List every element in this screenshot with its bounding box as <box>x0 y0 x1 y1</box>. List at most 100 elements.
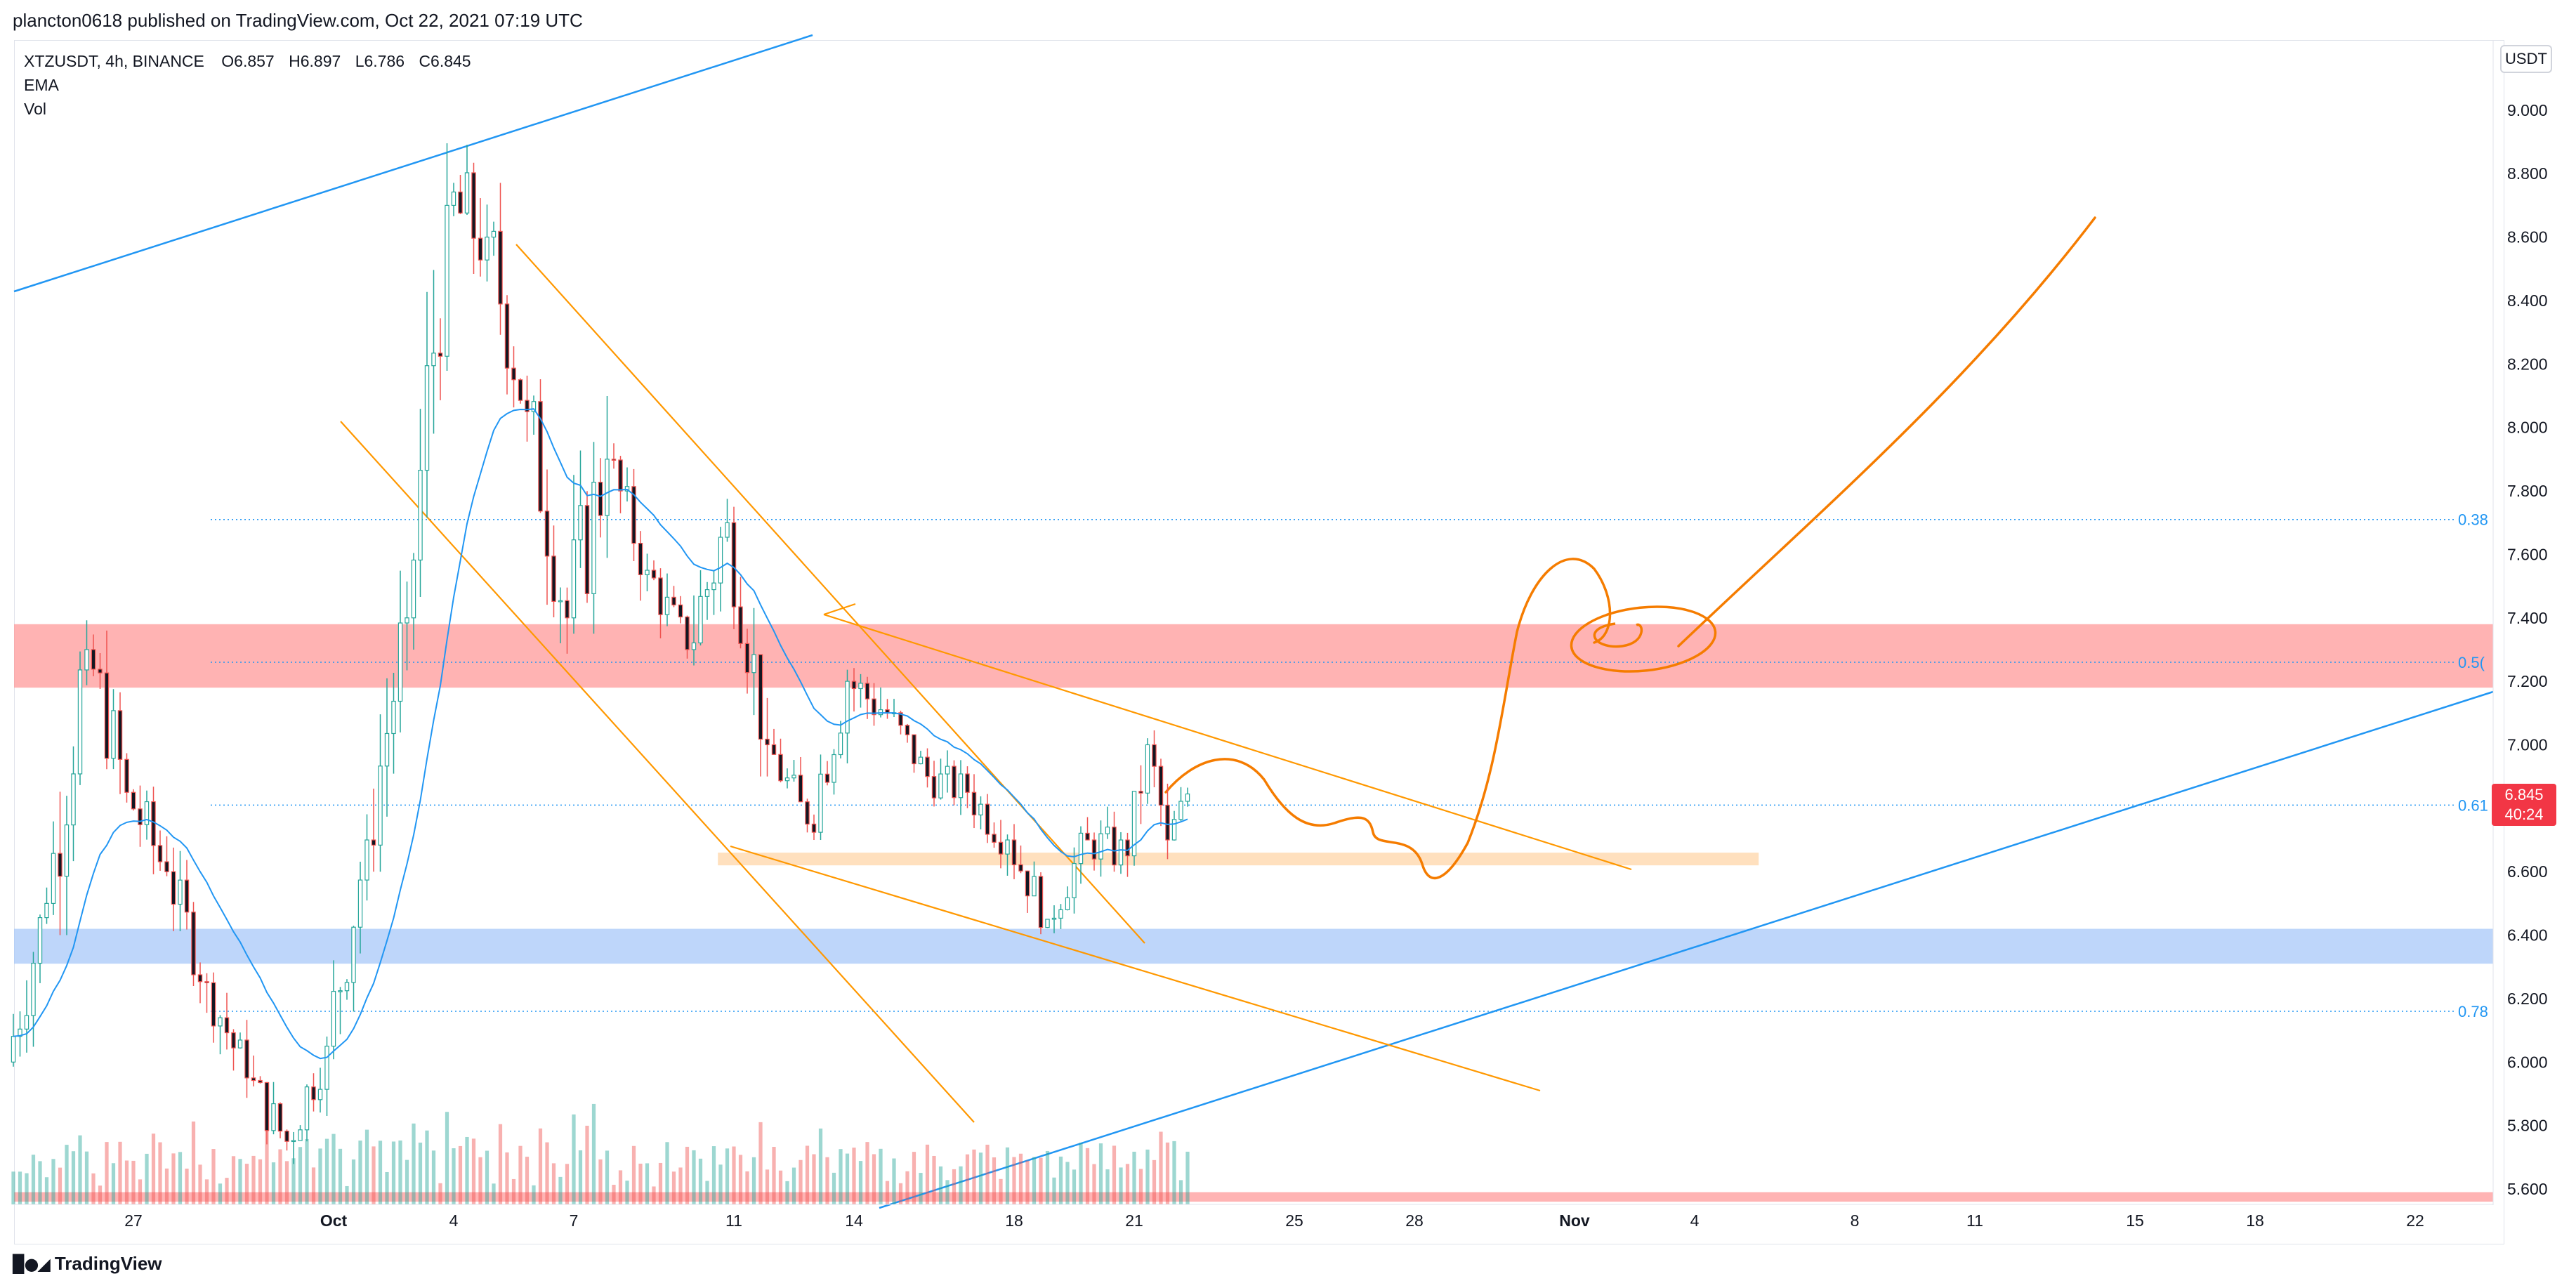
price-tick-label: 8.800 <box>2507 164 2548 183</box>
candle <box>1098 833 1103 860</box>
candle <box>184 879 190 913</box>
volume-bar <box>498 1124 503 1204</box>
volume-bar <box>898 1183 903 1204</box>
candle <box>1152 744 1157 767</box>
volume-bar <box>585 1125 589 1204</box>
volume-bar <box>298 1147 303 1204</box>
volume-bar <box>572 1114 576 1204</box>
volume-bar <box>378 1141 383 1204</box>
time-tick-label: 4 <box>449 1211 459 1230</box>
volume-bar <box>905 1171 909 1204</box>
volume-bar <box>71 1151 76 1204</box>
candle <box>464 172 470 213</box>
tradingview-logo[interactable]: ▉●◢ TradingView <box>13 1253 162 1275</box>
candle <box>992 834 997 843</box>
candle <box>58 853 63 877</box>
candle <box>24 1015 29 1030</box>
candle <box>64 824 70 877</box>
volume-bar <box>1132 1151 1136 1204</box>
time-tick-label: 21 <box>1125 1211 1143 1230</box>
candle <box>1178 801 1183 820</box>
target-loop <box>1593 622 1643 648</box>
volume-bar <box>151 1133 156 1204</box>
volume-bar <box>791 1167 796 1204</box>
candle <box>551 556 556 602</box>
volume-bar <box>558 1176 563 1204</box>
open-value: O6.857 <box>221 52 275 70</box>
candle <box>1145 744 1150 794</box>
ema-indicator-label[interactable]: EMA <box>24 76 59 94</box>
volume-bar <box>51 1159 55 1204</box>
candle <box>91 649 96 670</box>
volume-bar <box>31 1155 36 1204</box>
volume-bar <box>1012 1157 1016 1204</box>
volume-bar <box>418 1142 423 1204</box>
candle <box>1038 876 1044 928</box>
currency-selector[interactable]: USDT <box>2500 45 2552 73</box>
support-trendline <box>879 690 2494 1209</box>
candle <box>1112 827 1117 866</box>
time-tick-label: 15 <box>2126 1211 2144 1230</box>
volume-bar <box>44 1177 49 1204</box>
time-tick-label: 8 <box>1851 1211 1860 1230</box>
price-tick-label: 7.600 <box>2507 545 2548 563</box>
candle <box>258 1079 263 1084</box>
candle <box>51 853 56 904</box>
volume-bar <box>1185 1151 1190 1204</box>
volume-bar <box>945 1180 949 1204</box>
candle <box>324 1046 329 1090</box>
candle <box>31 962 36 1016</box>
volume-bar <box>358 1141 362 1204</box>
candle <box>438 353 443 357</box>
candle <box>151 801 156 846</box>
candle <box>638 542 643 575</box>
candle <box>98 669 103 673</box>
volume-bar <box>718 1164 723 1204</box>
candle <box>698 596 703 644</box>
volume-indicator-label[interactable]: Vol <box>24 100 46 118</box>
volume-bar <box>1152 1159 1157 1204</box>
volume-bar <box>751 1157 756 1204</box>
symbol-label[interactable]: XTZUSDT, 4h, BINANCE <box>24 52 204 70</box>
candle <box>431 353 436 367</box>
last-price-value: 6.845 <box>2504 786 2544 803</box>
candle <box>1125 839 1130 857</box>
candle <box>591 482 596 594</box>
volume-bar <box>1032 1157 1037 1204</box>
candle <box>277 1103 283 1132</box>
volume-bar <box>879 1148 883 1204</box>
candle <box>685 616 690 650</box>
candle <box>144 801 150 825</box>
volume-bar <box>198 1164 202 1204</box>
candle <box>317 1089 323 1100</box>
candle <box>344 982 350 992</box>
candle <box>498 230 503 305</box>
candle <box>851 681 857 690</box>
candle <box>578 505 583 541</box>
symbol-legend: XTZUSDT, 4h, BINANCE O6.857 H6.897 L6.78… <box>24 49 481 121</box>
candle <box>1078 832 1084 865</box>
wedge-lower-line <box>340 421 975 1123</box>
volume-bar <box>692 1150 696 1204</box>
candle <box>1005 839 1010 855</box>
volume-bar <box>492 1183 496 1204</box>
candle <box>538 401 543 512</box>
volume-bar <box>258 1159 263 1204</box>
candle <box>832 754 836 783</box>
candle <box>351 926 356 983</box>
ohlc-values: O6.857 H6.897 L6.786 C6.845 <box>221 52 480 70</box>
candle <box>1171 819 1177 841</box>
time-tick-label: 18 <box>1005 1211 1023 1230</box>
volume-bar <box>532 1185 536 1204</box>
candle <box>1158 765 1164 806</box>
candle <box>824 773 830 783</box>
ema-line <box>13 408 1188 1060</box>
candle <box>204 981 209 983</box>
candle <box>458 191 463 213</box>
candle <box>718 537 723 584</box>
volume-bar <box>1105 1169 1110 1204</box>
time-tick-label: 7 <box>570 1211 579 1230</box>
candle <box>211 982 216 1027</box>
candle <box>37 917 43 964</box>
